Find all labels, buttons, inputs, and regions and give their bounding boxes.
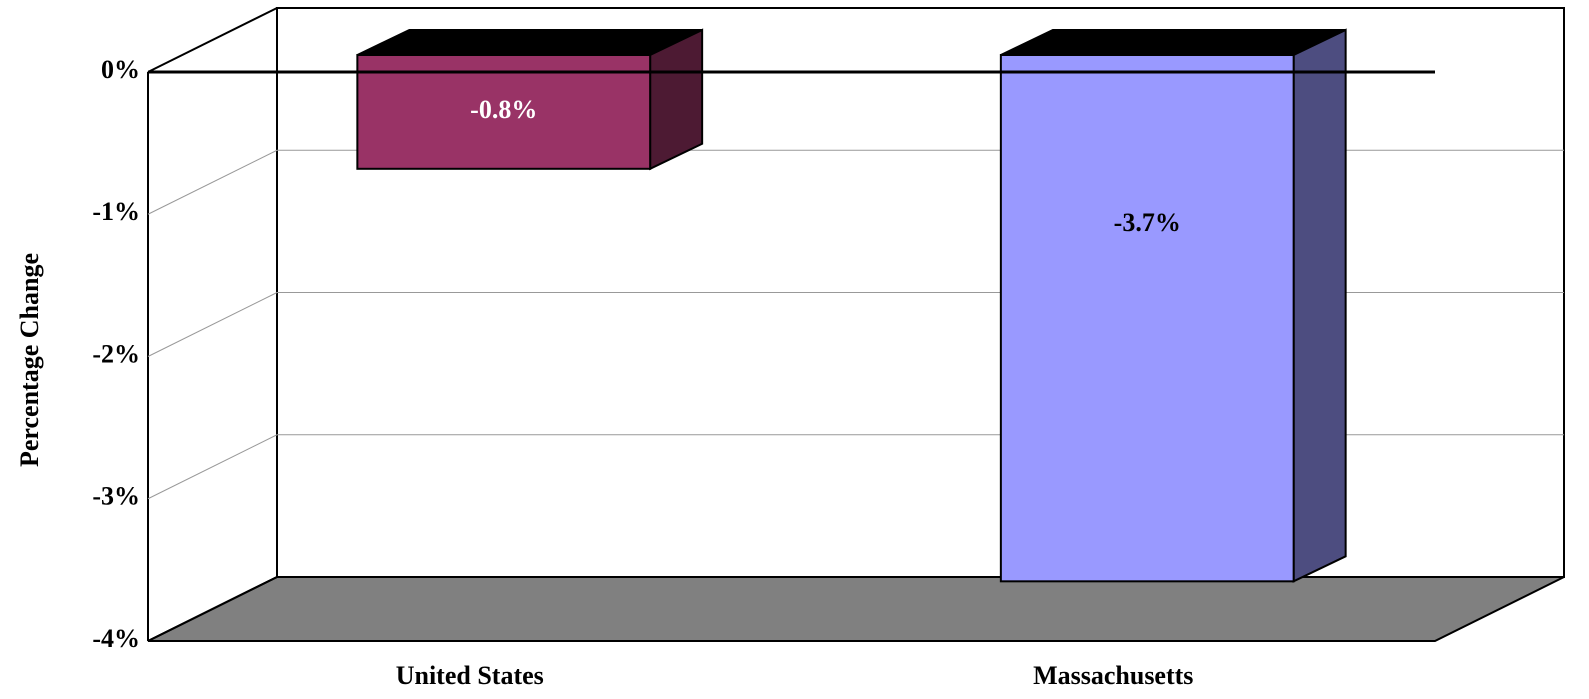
- x-tick-label: United States: [396, 661, 544, 690]
- y-tick-label: -1%: [92, 197, 140, 226]
- y-tick-label: 0%: [101, 55, 140, 84]
- left-wall-edge: [147, 576, 278, 642]
- value-label: -0.8%: [470, 95, 537, 124]
- bar-side: [649, 28, 704, 171]
- bar: [356, 54, 652, 170]
- left-wall-edge: [147, 7, 278, 73]
- y-tick-label: -2%: [92, 339, 140, 368]
- x-tick-label: Massachusetts: [1033, 661, 1193, 690]
- floor: [147, 576, 1565, 642]
- bar-side: [1292, 28, 1347, 583]
- bar-top: [356, 29, 703, 56]
- bar-top: [1000, 29, 1347, 56]
- value-label: -3.7%: [1114, 208, 1181, 237]
- y-tick-label: -4%: [92, 624, 140, 653]
- y-axis-title: Percentage Change: [15, 253, 44, 467]
- y-tick-label: -3%: [92, 482, 140, 511]
- bar: [999, 54, 1295, 583]
